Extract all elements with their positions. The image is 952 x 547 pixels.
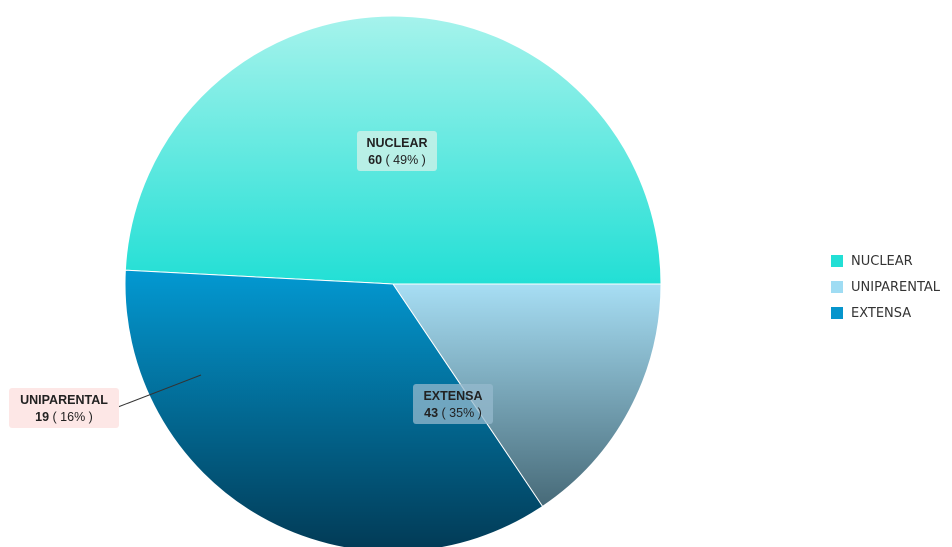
pie-slice-extensa[interactable]	[124, 269, 544, 547]
data-label-value: 19 ( 16% )	[35, 410, 93, 424]
legend-label-nuclear: NUCLEAR	[851, 253, 913, 269]
data-label-uniparental: UNIPARENTAL 19 ( 16% )	[9, 388, 119, 428]
data-label-box	[413, 384, 493, 424]
legend-label-extensa: EXTENSA	[851, 305, 912, 321]
legend-item-uniparental[interactable]: UNIPARENTAL	[831, 274, 940, 300]
data-label-name: EXTENSA	[423, 389, 482, 403]
legend-swatch-uniparental	[831, 281, 843, 293]
legend-swatch-extensa	[831, 307, 843, 319]
leader-line-uniparental	[117, 374, 202, 408]
leader-lines	[117, 374, 202, 408]
legend-item-extensa[interactable]: EXTENSA	[831, 300, 940, 326]
legend-swatch-nuclear	[831, 255, 843, 267]
legend: NUCLEAR UNIPARENTAL EXTENSA	[831, 248, 940, 326]
data-label-box	[9, 388, 119, 428]
data-label-value: 60 ( 49% )	[368, 153, 426, 167]
data-label-box	[357, 131, 437, 171]
slice-labels: NUCLEAR 60 ( 49% ) EXTENSA 43 ( 35% ) UNIPAR…	[9, 131, 493, 428]
pie-slices	[124, 15, 662, 547]
data-label-extensa: EXTENSA 43 ( 35% )	[413, 384, 493, 424]
data-label-value: 43 ( 35% )	[424, 406, 482, 420]
data-label-name: NUCLEAR	[366, 136, 427, 150]
data-label-name: UNIPARENTAL	[20, 393, 108, 407]
data-label-nuclear: NUCLEAR 60 ( 49% )	[357, 131, 437, 171]
pie-slice-uniparental[interactable]	[392, 283, 662, 508]
legend-label-uniparental: UNIPARENTAL	[851, 279, 941, 295]
legend-item-nuclear[interactable]: NUCLEAR	[831, 248, 940, 274]
